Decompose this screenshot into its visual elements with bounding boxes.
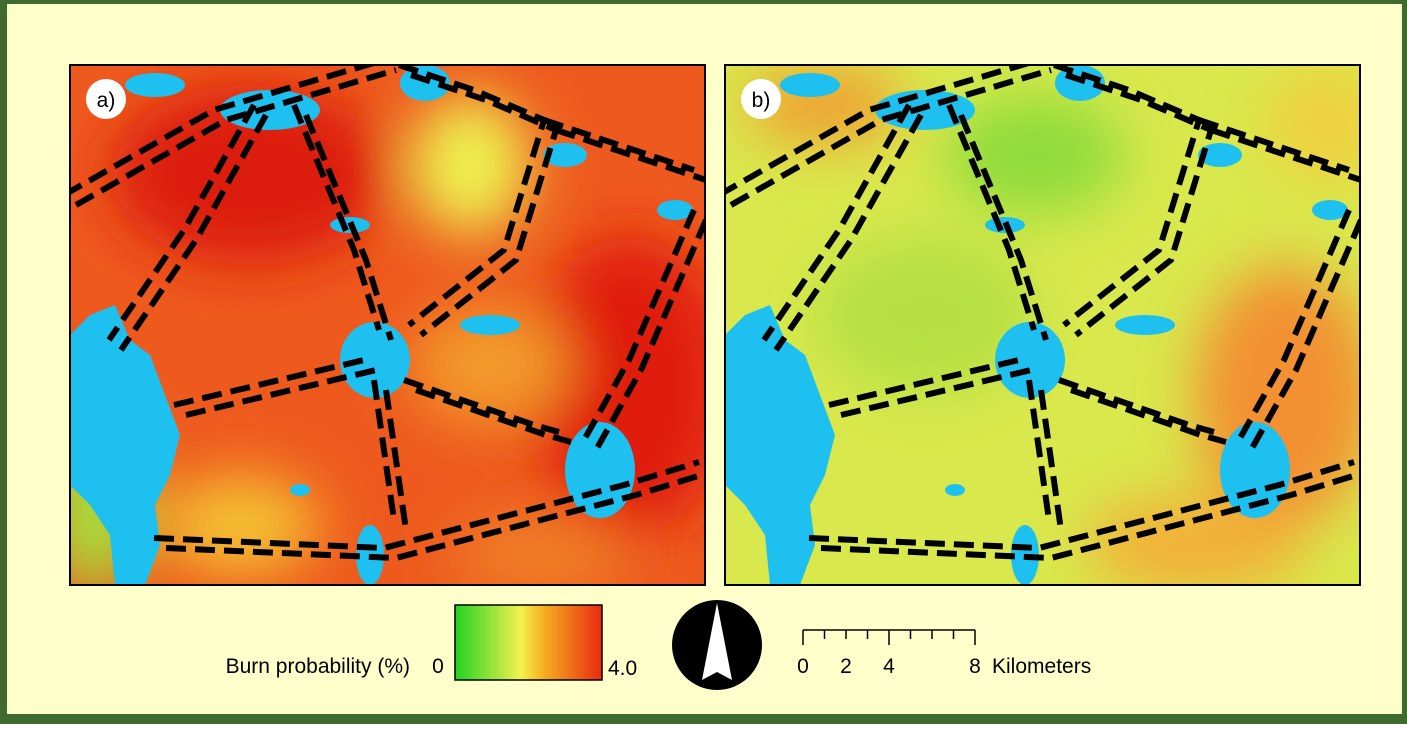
map-panel-a: a) [45, 60, 730, 595]
map-panel-b: b) [719, 60, 1385, 595]
scale-label: 0 [797, 655, 809, 678]
figure: a) b) Burn probability (%) 0 4.0 [0, 0, 1407, 724]
page: a) b) Burn probability (%) 0 4.0 [0, 0, 1407, 724]
panel-label: b) [752, 89, 771, 112]
legend-max: 4.0 [608, 657, 637, 680]
legend-title: Burn probability (%) [226, 655, 410, 678]
scale-label: 2 [840, 655, 852, 678]
scale-unit: Kilometers [992, 655, 1091, 678]
legend-color-bar [455, 605, 602, 680]
scale-label: 8 [969, 655, 981, 678]
scale-label: 4 [883, 655, 895, 678]
north-arrow [672, 600, 762, 690]
panel-label: a) [97, 89, 116, 112]
legend-min: 0 [432, 655, 444, 678]
